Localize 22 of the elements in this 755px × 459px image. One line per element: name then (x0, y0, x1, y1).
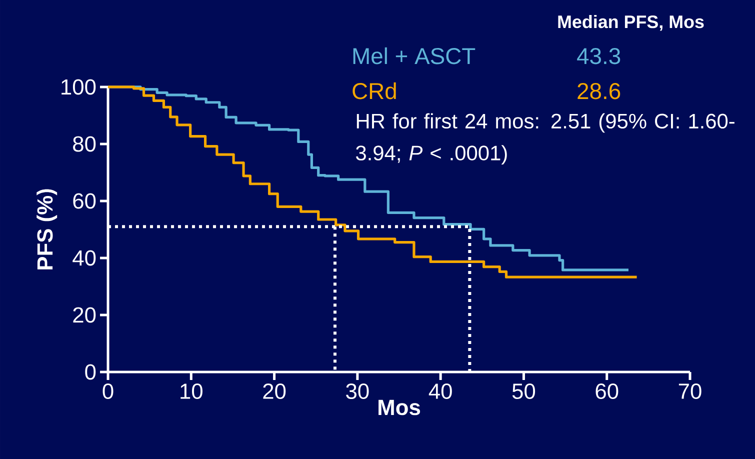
y-tick-label: 0 (85, 364, 96, 380)
legend-title: Median PFS, Mos (558, 14, 704, 31)
y-tick-label: 20 (73, 307, 96, 323)
x-tick-label: 30 (346, 383, 369, 400)
x-tick-label: 60 (596, 383, 618, 400)
x-axis-title: Mos (378, 400, 420, 416)
y-tick-label: 60 (73, 193, 96, 209)
x-tick-label: 10 (180, 383, 202, 400)
annotation: 28.6 (578, 82, 620, 100)
y-tick-label: 100 (62, 79, 96, 95)
y-axis-title: PFS (%) (36, 189, 58, 270)
x-tick-label: 40 (428, 383, 452, 400)
x-tick-label: 20 (263, 383, 286, 400)
y-tick-label: 40 (72, 250, 96, 266)
text: 43.3 (577, 48, 620, 64)
text: Mel + ASCT (353, 47, 476, 64)
text: CRd (352, 82, 396, 100)
annotation: HR for first 24 mos: 2.51 (95% CI: 1.60-3.94; P < .0001) (356, 113, 734, 165)
y-tick-label: 80 (73, 136, 96, 152)
x-tick-label: 70 (678, 383, 702, 400)
x-tick-label: 50 (512, 383, 536, 400)
x-tick-label: 0 (102, 383, 114, 400)
